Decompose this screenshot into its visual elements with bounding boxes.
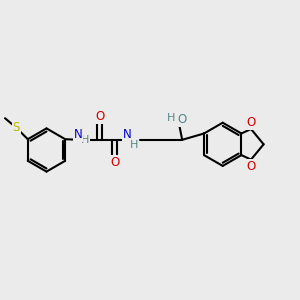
Text: O: O [110,156,119,170]
Text: H: H [80,135,89,145]
Text: N: N [123,128,132,142]
Text: N: N [74,128,82,142]
Text: O: O [95,110,104,123]
Text: S: S [13,121,20,134]
Text: O: O [246,160,256,173]
Text: O: O [246,116,256,129]
Text: O: O [178,113,187,126]
Text: H: H [130,140,138,150]
Text: H: H [167,112,175,123]
